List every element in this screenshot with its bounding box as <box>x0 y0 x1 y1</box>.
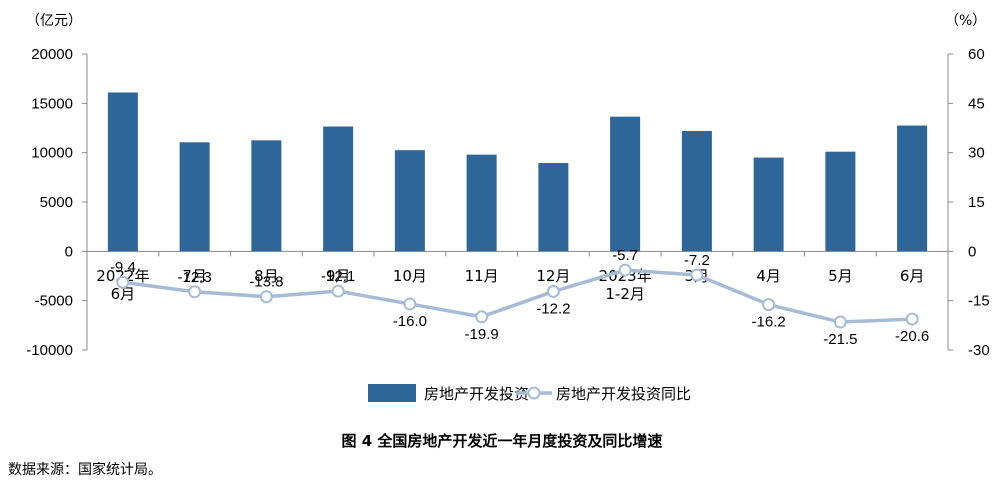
category-label: 7月 <box>182 267 207 285</box>
left-axis-tick-label: 0 <box>65 243 73 260</box>
bar <box>538 163 569 252</box>
bar-series <box>107 92 928 252</box>
line-point <box>762 298 776 312</box>
legend-bar-swatch <box>368 384 416 402</box>
category-label: 12月 <box>536 267 570 285</box>
line-point <box>188 285 202 299</box>
legend-line-marker <box>527 386 541 400</box>
right-axis-tick-label: 60 <box>968 46 985 63</box>
right-axis-tick-label: 15 <box>968 194 985 211</box>
line-point <box>331 284 345 298</box>
line-point <box>475 310 489 324</box>
right-axis-tick-label: 30 <box>968 145 985 162</box>
category-label: 9月 <box>326 267 351 285</box>
line-point <box>116 275 130 289</box>
yoy-line <box>122 268 913 324</box>
line-data-label: -13.8 <box>249 274 283 291</box>
bar <box>323 126 354 252</box>
line-data-label: -7.2 <box>684 252 710 269</box>
legend-bar-label: 房地产开发投资 <box>424 385 529 403</box>
line-point <box>259 290 273 304</box>
line-data-label: -5.7 <box>612 247 638 264</box>
left-axis-tick-label: -5000 <box>35 293 73 310</box>
legend: 房地产开发投资 房地产开发投资同比 <box>368 384 691 403</box>
category-label: 10月 <box>393 267 427 285</box>
left-axis-tick-label: 10000 <box>31 145 73 162</box>
line-data-label: -12.3 <box>178 269 212 286</box>
line-data-label: -12.2 <box>536 300 570 317</box>
bar <box>251 140 282 252</box>
bar <box>107 92 138 252</box>
bar <box>466 154 497 252</box>
line-point <box>403 297 417 311</box>
category-label: 1-2月 <box>605 285 645 303</box>
category-label: 5月 <box>828 267 853 285</box>
right-axis-tick-label: 45 <box>968 95 985 112</box>
left-axis-tick-label: -10000 <box>26 342 73 359</box>
line-data-label: -9.4 <box>110 259 136 276</box>
line-data-label: -21.5 <box>823 331 857 348</box>
category-label: 6月 <box>900 267 925 285</box>
right-axis-tick-label: 0 <box>968 243 976 260</box>
line-data-label: -19.9 <box>465 326 499 343</box>
line-point <box>546 284 560 298</box>
axes: 20000 15000 10000 5000 0 -5000 -10000 （亿元） 60 45 3… <box>26 13 990 359</box>
line-point <box>690 268 704 282</box>
left-axis-unit: （亿元） <box>26 13 82 29</box>
left-axis-tick-label: 20000 <box>31 46 73 63</box>
line-data-label: -16.2 <box>752 314 786 331</box>
line-point <box>833 315 847 329</box>
right-axis-tick-label: -30 <box>968 342 990 359</box>
bar <box>825 151 856 252</box>
line-point <box>618 263 632 277</box>
data-source-note: 数据来源：国家统计局。 <box>8 462 162 478</box>
category-label: 8月 <box>254 267 279 285</box>
bar <box>897 125 928 252</box>
bar <box>753 157 784 252</box>
bar <box>681 130 712 252</box>
category-label: 4月 <box>756 267 781 285</box>
left-axis-tick-label: 5000 <box>40 194 73 211</box>
chart-caption: 图 4 全国房地产开发近一年月度投资及同比增速 <box>341 432 663 450</box>
line-data-label: -12.1 <box>321 268 355 285</box>
category-labels: 2022年6月7月8月9月10月11月12月2023年1-2月3月4月5月6月 <box>96 267 924 303</box>
right-axis-tick-label: -15 <box>968 293 990 310</box>
chart: 20000 15000 10000 5000 0 -5000 -10000 （亿元） 60 45 3… <box>26 13 990 403</box>
bar <box>179 142 210 252</box>
right-axis-unit: （%） <box>945 13 986 29</box>
line-data-label: -16.0 <box>393 313 427 330</box>
legend-line-label: 房地产开发投资同比 <box>556 385 691 403</box>
bar <box>610 116 641 252</box>
category-label: 6月 <box>111 285 136 303</box>
left-axis-tick-label: 15000 <box>31 95 73 112</box>
category-label: 11月 <box>465 267 499 285</box>
line-data-label: -20.6 <box>895 328 929 345</box>
bar <box>394 150 425 252</box>
line-series: -9.4 -12.3 -13.8 -12.1 -16.0 -19.9 -12.2 -5.7 -7… <box>110 247 929 348</box>
line-point <box>905 312 919 326</box>
